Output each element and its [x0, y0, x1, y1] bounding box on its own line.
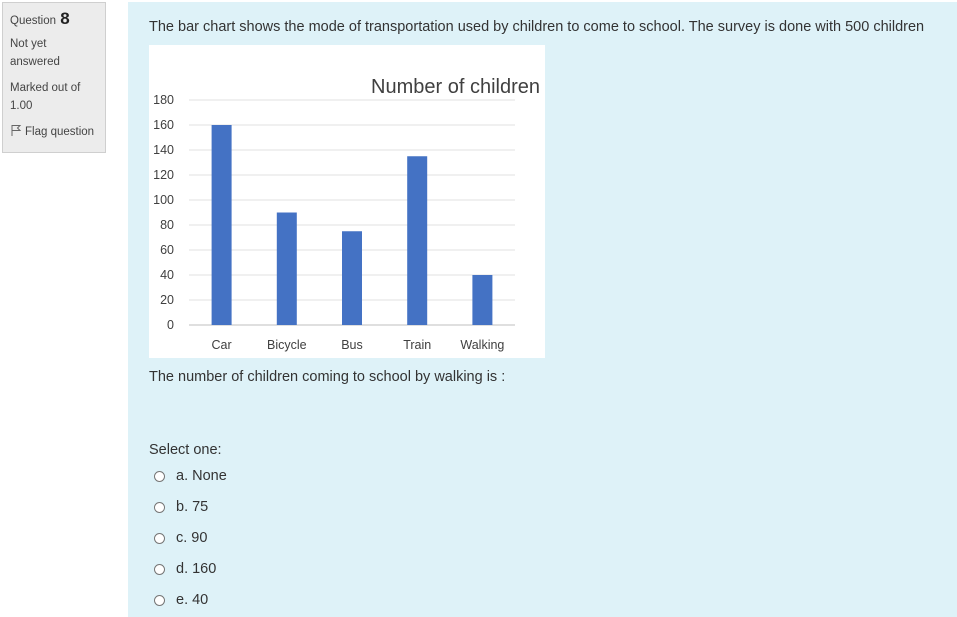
y-tick-label: 0	[167, 318, 174, 332]
x-tick-label-train: Train	[403, 338, 431, 352]
x-tick-label-bus: Bus	[341, 338, 363, 352]
question-label: Question	[10, 15, 57, 27]
radio-button-b[interactable]	[154, 501, 165, 513]
chart-y-axis: 0 20 40 60 80 100 120 140 160 180	[153, 93, 174, 332]
answer-option-d[interactable]: d. 160	[154, 559, 216, 579]
answer-option-a-label[interactable]: a. None	[176, 468, 227, 484]
question-number-value: 8	[60, 9, 70, 28]
select-one-label: Select one:	[149, 442, 222, 458]
radio-button-d[interactable]	[154, 563, 165, 575]
question-state: Not yet answered	[10, 38, 60, 68]
answer-option-a[interactable]: a. None	[154, 466, 227, 486]
bar-train	[407, 156, 428, 325]
answer-option-e[interactable]: e. 40	[154, 590, 208, 610]
answer-option-c-label[interactable]: c. 90	[176, 530, 208, 546]
bar-chart: Number of children 0 20 40 60 80 100 120 140 160…	[149, 45, 545, 358]
question-prompt: The number of children coming to school …	[149, 369, 506, 385]
x-tick-label-car: Car	[212, 338, 232, 352]
question-text: The bar chart shows the mode of transpor…	[149, 19, 925, 35]
answer-option-b[interactable]: b. 75	[154, 497, 208, 517]
x-tick-label-walking: Walking	[460, 338, 504, 352]
bar-bicycle	[276, 212, 297, 325]
y-tick-label: 40	[160, 268, 174, 282]
answer-option-e-label[interactable]: e. 40	[176, 592, 209, 608]
y-tick-label: 120	[153, 168, 174, 182]
y-tick-label: 180	[153, 93, 174, 107]
answer-option-b-label[interactable]: b. 75	[176, 499, 209, 515]
question-content: The bar chart shows the mode of transpor…	[128, 2, 957, 617]
flag-question-link[interactable]: Flag question	[10, 123, 98, 141]
flag-icon	[11, 125, 22, 136]
bar-car	[211, 125, 232, 325]
bar-walking	[472, 275, 493, 325]
radio-button-a[interactable]	[154, 470, 165, 482]
answer-option-c[interactable]: c. 90	[154, 528, 207, 548]
bar-bus	[342, 231, 362, 325]
flag-question-label: Flag question	[25, 126, 95, 138]
bar-chart-svg: Number of children 0 20 40 60 80 100 120 140 160…	[153, 76, 540, 352]
y-tick-label: 100	[153, 193, 174, 207]
y-tick-label: 140	[153, 143, 174, 157]
question-info-panel: Question 8 Not yet answered Marked out o…	[2, 2, 106, 153]
x-tick-label-bicycle: Bicycle	[267, 338, 307, 352]
answer-option-d-label[interactable]: d. 160	[176, 561, 217, 577]
question-number: Question 8	[10, 10, 98, 30]
y-tick-label: 80	[160, 218, 174, 232]
chart-x-axis: Car Bicycle Bus Train Walking	[212, 338, 505, 352]
question-grade: Marked out of 1.00	[10, 82, 81, 112]
y-tick-label: 20	[160, 293, 174, 307]
chart-title: Number of children	[371, 76, 540, 98]
chart-gridlines	[189, 99, 515, 326]
radio-button-c[interactable]	[154, 532, 165, 544]
radio-button-e[interactable]	[154, 594, 165, 606]
y-tick-label: 160	[153, 118, 174, 132]
chart-bars	[211, 125, 493, 325]
y-tick-label: 60	[160, 243, 174, 257]
